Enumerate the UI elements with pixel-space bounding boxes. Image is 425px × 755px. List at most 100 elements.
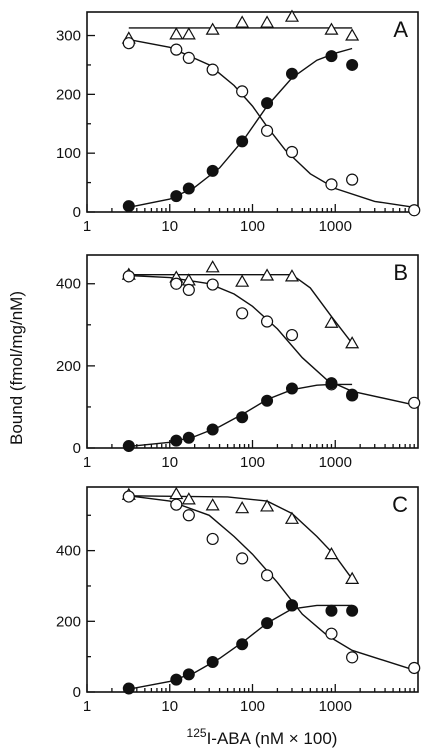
- y-tick-label: 0: [73, 204, 81, 221]
- x-tick-label: 100: [240, 698, 265, 715]
- x-axis-title-superscript: 125: [187, 726, 207, 740]
- circle-open-point: [170, 277, 183, 290]
- circle-open-point: [260, 124, 274, 137]
- x-tick-label: 1: [83, 218, 91, 235]
- circle-filled-point: [285, 67, 298, 80]
- circle-filled-point: [346, 58, 359, 71]
- circle-open-point: [285, 328, 299, 342]
- fit-curve-circle-open: [128, 274, 415, 406]
- circle-open-point: [182, 51, 195, 64]
- circle-open-point: [122, 270, 135, 283]
- panel-c: 1 10 100 1000 0 200 400 C: [56, 486, 421, 715]
- circle-open-point: [325, 627, 338, 640]
- triangle-open-point: [169, 486, 184, 500]
- circle-open-point: [346, 173, 359, 186]
- panel-b: 1 10 100 1000 0 200 400 B: [56, 254, 421, 471]
- circle-filled-point: [261, 394, 274, 407]
- circle-filled-point: [261, 617, 274, 630]
- circle-open-point: [408, 661, 421, 675]
- x-tick-label: 100: [240, 218, 265, 235]
- x-tick-label: 1000: [319, 454, 352, 471]
- circle-open-point: [122, 490, 135, 503]
- y-tick-label: 400: [56, 543, 81, 560]
- x-tick-label: 10: [161, 218, 178, 235]
- plot-frame: [86, 11, 419, 213]
- circle-open-point: [285, 145, 299, 159]
- x-axis-title: 125I-ABA (nM × 100): [187, 726, 338, 748]
- circle-open-point: [206, 532, 219, 546]
- x-axis-title-main: I-ABA (nM × 100): [207, 729, 338, 748]
- circle-filled-point: [325, 604, 338, 617]
- x-tick-label: 1: [83, 454, 91, 471]
- y-tick-label: 100: [56, 145, 81, 162]
- triangle-open-point: [284, 511, 300, 524]
- triangle-open-point: [260, 268, 275, 281]
- triangle-open-point: [345, 336, 360, 349]
- circle-filled-point: [325, 377, 338, 390]
- circle-open-point: [236, 85, 249, 98]
- circle-filled-point: [170, 434, 183, 447]
- plot-frame: [86, 254, 419, 449]
- circle-filled-point: [182, 182, 195, 195]
- circle-open-point: [236, 552, 249, 565]
- triangle-open-point: [169, 27, 184, 40]
- panel-label: A: [393, 17, 408, 42]
- triangle-open-point: [181, 27, 196, 40]
- circle-filled-point: [346, 604, 359, 617]
- x-tick-label: 1000: [319, 218, 352, 235]
- circle-filled-point: [122, 439, 135, 452]
- triangle-open-point: [284, 269, 300, 282]
- panel-a: 1 10 100 1000 0 100 200 300 A: [56, 9, 421, 235]
- y-tick-label: 400: [56, 276, 81, 293]
- triangle-open-point: [235, 15, 250, 28]
- fit-curve-circle-filled: [128, 47, 353, 208]
- circle-open-point: [182, 509, 195, 522]
- triangle-open-point: [235, 500, 250, 514]
- plot-frame: [86, 486, 419, 693]
- circle-open-point: [206, 278, 219, 291]
- circle-filled-point: [285, 599, 298, 612]
- triangle-open-point: [345, 28, 360, 41]
- circle-open-point: [408, 396, 421, 409]
- y-tick-label: 0: [73, 440, 81, 457]
- circle-filled-point: [285, 382, 298, 395]
- fit-curve-circle-filled: [128, 383, 353, 448]
- circle-filled-point: [236, 411, 249, 424]
- triangle-open-point: [324, 546, 339, 560]
- circle-filled-point: [261, 97, 274, 110]
- x-tick-label: 10: [161, 698, 178, 715]
- triangle-open-point: [324, 22, 339, 35]
- triangle-open-point: [324, 315, 339, 328]
- circle-filled-point: [206, 423, 219, 436]
- circle-filled-point: [170, 673, 183, 686]
- triangle-open-point: [345, 571, 360, 584]
- triangle-open-point: [260, 499, 275, 512]
- y-axis-title: Bound (fmol/mg/nM): [7, 291, 26, 445]
- circle-filled-point: [346, 388, 359, 401]
- circle-filled-point: [236, 135, 249, 148]
- circle-open-point: [170, 43, 183, 56]
- circle-open-point: [408, 204, 421, 217]
- circle-open-point: [236, 307, 249, 320]
- circle-filled-point: [182, 431, 195, 444]
- y-tick-label: 200: [56, 358, 81, 375]
- y-tick-label: 200: [56, 613, 81, 630]
- circle-open-point: [260, 315, 274, 328]
- circle-filled-point: [182, 668, 195, 681]
- circle-open-point: [260, 569, 274, 582]
- circle-open-point: [122, 37, 135, 50]
- circle-filled-point: [236, 638, 249, 651]
- circle-filled-point: [122, 682, 135, 695]
- y-tick-label: 200: [56, 86, 81, 103]
- fit-curve-triangle-open: [128, 274, 353, 344]
- circle-filled-point: [206, 655, 219, 668]
- triangle-open-point: [260, 15, 275, 28]
- circle-filled-point: [206, 164, 219, 177]
- triangle-open-point: [284, 9, 300, 22]
- fit-curve-circle-open: [128, 495, 415, 671]
- y-tick-label: 0: [73, 684, 81, 701]
- circle-filled-point: [325, 50, 338, 63]
- panel-label: C: [392, 492, 408, 517]
